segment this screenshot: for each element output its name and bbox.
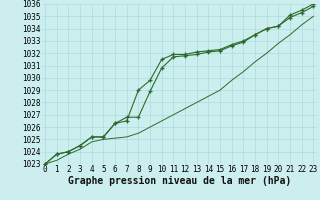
X-axis label: Graphe pression niveau de la mer (hPa): Graphe pression niveau de la mer (hPa) (68, 176, 291, 186)
